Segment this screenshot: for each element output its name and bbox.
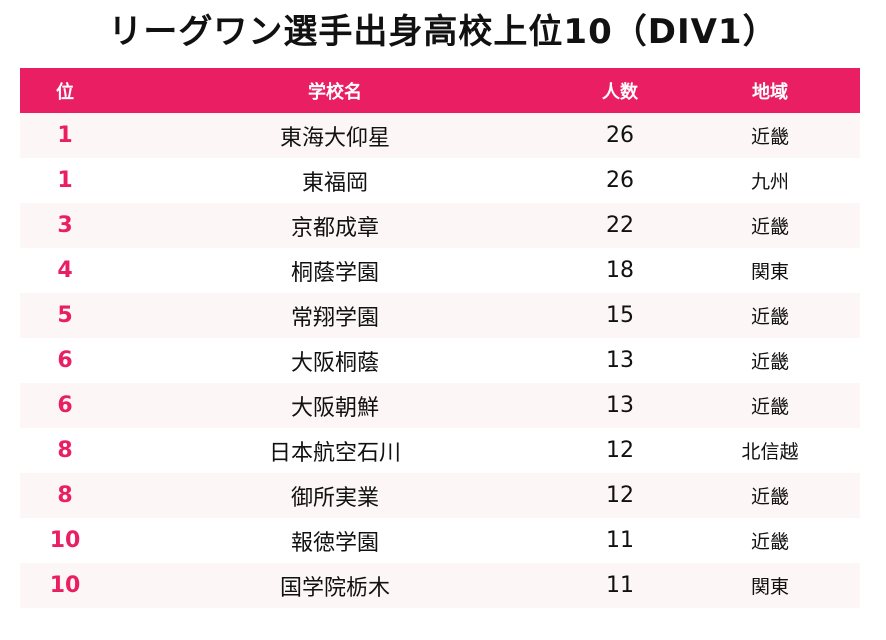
table-row: 1 東福岡 26 九州 bbox=[20, 158, 860, 203]
school-cell: 大阪朝鮮 bbox=[110, 383, 560, 428]
count-cell: 12 bbox=[560, 473, 680, 518]
school-cell: 大阪桐蔭 bbox=[110, 338, 560, 383]
school-cell: 桐蔭学園 bbox=[110, 248, 560, 293]
count-cell: 26 bbox=[560, 113, 680, 158]
count-cell: 26 bbox=[560, 158, 680, 203]
region-cell: 近畿 bbox=[680, 518, 860, 563]
rank-cell: 6 bbox=[20, 338, 110, 383]
header-school: 学校名 bbox=[110, 68, 560, 113]
table-row: 5 常翔学園 15 近畿 bbox=[20, 293, 860, 338]
region-cell: 近畿 bbox=[680, 203, 860, 248]
header-rank: 位 bbox=[20, 68, 110, 113]
table-row: 8 御所実業 12 近畿 bbox=[20, 473, 860, 518]
region-cell: 近畿 bbox=[680, 383, 860, 428]
region-cell: 近畿 bbox=[680, 473, 860, 518]
region-cell: 関東 bbox=[680, 563, 860, 608]
count-cell: 11 bbox=[560, 563, 680, 608]
count-cell: 11 bbox=[560, 518, 680, 563]
rank-cell: 8 bbox=[20, 428, 110, 473]
rank-cell: 1 bbox=[20, 113, 110, 158]
table-row: 8 日本航空石川 12 北信越 bbox=[20, 428, 860, 473]
rank-cell: 10 bbox=[20, 518, 110, 563]
rank-cell: 6 bbox=[20, 383, 110, 428]
table-row: 10 国学院栃木 11 関東 bbox=[20, 563, 860, 608]
region-cell: 近畿 bbox=[680, 293, 860, 338]
school-cell: 日本航空石川 bbox=[110, 428, 560, 473]
school-cell: 御所実業 bbox=[110, 473, 560, 518]
rank-cell: 4 bbox=[20, 248, 110, 293]
table-row: 10 報徳学園 11 近畿 bbox=[20, 518, 860, 563]
table-row: 6 大阪桐蔭 13 近畿 bbox=[20, 338, 860, 383]
rank-cell: 8 bbox=[20, 473, 110, 518]
page-title: リーグワン選手出身高校上位10（DIV1） bbox=[108, 12, 778, 52]
school-cell: 東福岡 bbox=[110, 158, 560, 203]
region-cell: 九州 bbox=[680, 158, 860, 203]
rank-cell: 3 bbox=[20, 203, 110, 248]
count-cell: 13 bbox=[560, 338, 680, 383]
header-count: 人数 bbox=[560, 68, 680, 113]
rank-cell: 5 bbox=[20, 293, 110, 338]
table-row: 4 桐蔭学園 18 関東 bbox=[20, 248, 860, 293]
header-region: 地域 bbox=[680, 68, 860, 113]
region-cell: 関東 bbox=[680, 248, 860, 293]
school-cell: 東海大仰星 bbox=[110, 113, 560, 158]
table-row: 3 京都成章 22 近畿 bbox=[20, 203, 860, 248]
school-cell: 京都成章 bbox=[110, 203, 560, 248]
count-cell: 22 bbox=[560, 203, 680, 248]
rank-cell: 1 bbox=[20, 158, 110, 203]
rank-cell: 10 bbox=[20, 563, 110, 608]
count-cell: 15 bbox=[560, 293, 680, 338]
table-row: 6 大阪朝鮮 13 近畿 bbox=[20, 383, 860, 428]
count-cell: 12 bbox=[560, 428, 680, 473]
count-cell: 18 bbox=[560, 248, 680, 293]
table-header-row: 位 学校名 人数 地域 bbox=[20, 68, 860, 113]
ranking-table: 位 学校名 人数 地域 1 東海大仰星 26 近畿 1 東福岡 26 九州 3 … bbox=[20, 68, 860, 608]
school-cell: 国学院栃木 bbox=[110, 563, 560, 608]
school-cell: 報徳学園 bbox=[110, 518, 560, 563]
count-cell: 13 bbox=[560, 383, 680, 428]
table-row: 1 東海大仰星 26 近畿 bbox=[20, 113, 860, 158]
school-cell: 常翔学園 bbox=[110, 293, 560, 338]
region-cell: 近畿 bbox=[680, 338, 860, 383]
region-cell: 北信越 bbox=[680, 428, 860, 473]
region-cell: 近畿 bbox=[680, 113, 860, 158]
